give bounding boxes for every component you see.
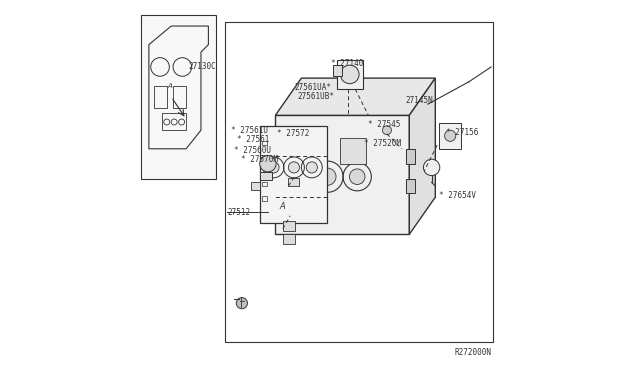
Bar	[260, 172, 271, 180]
Text: * 27140: * 27140	[331, 59, 364, 68]
Text: * 27520M: * 27520M	[364, 139, 401, 148]
Text: 27512: 27512	[227, 208, 250, 217]
Text: * 27156: * 27156	[447, 128, 479, 137]
Bar	[262, 182, 267, 186]
Text: A: A	[280, 202, 285, 211]
Bar	[439, 123, 461, 149]
Text: 27145N: 27145N	[406, 96, 433, 105]
Bar	[333, 65, 342, 76]
Bar	[162, 113, 186, 130]
Text: * 27561U: * 27561U	[231, 126, 268, 135]
Circle shape	[260, 155, 276, 172]
Bar	[262, 141, 267, 145]
Circle shape	[424, 159, 440, 176]
Bar	[173, 86, 186, 108]
Text: R272000N: R272000N	[454, 348, 491, 357]
Bar	[283, 234, 294, 244]
Text: 27561UA*: 27561UA*	[294, 83, 331, 92]
Circle shape	[289, 162, 300, 173]
Text: * 27545: * 27545	[367, 120, 400, 129]
Bar	[262, 155, 267, 160]
Bar	[406, 149, 415, 164]
Circle shape	[349, 169, 365, 185]
Bar	[262, 196, 267, 201]
Text: * 27570M: * 27570M	[241, 155, 278, 164]
Polygon shape	[410, 78, 435, 234]
Text: 27561UB*: 27561UB*	[298, 92, 335, 101]
Bar	[337, 60, 363, 89]
Circle shape	[445, 130, 456, 141]
Bar	[141, 15, 216, 179]
Bar	[275, 115, 410, 234]
Text: 27130C: 27130C	[188, 62, 216, 71]
Bar	[283, 221, 294, 231]
Bar	[406, 179, 415, 193]
Text: * 27654V: * 27654V	[439, 191, 476, 200]
Circle shape	[292, 169, 307, 185]
Circle shape	[268, 162, 279, 173]
Text: A: A	[167, 83, 172, 89]
Circle shape	[306, 162, 317, 173]
Bar	[251, 182, 260, 190]
Bar	[289, 178, 299, 186]
Circle shape	[319, 168, 336, 185]
Polygon shape	[275, 78, 435, 115]
Bar	[154, 86, 168, 108]
Circle shape	[383, 126, 392, 135]
Circle shape	[340, 65, 359, 84]
Bar	[225, 22, 493, 342]
Text: * 27561: * 27561	[237, 135, 269, 144]
Bar	[260, 126, 328, 223]
Text: * 27560U: * 27560U	[234, 146, 271, 155]
Circle shape	[236, 298, 248, 309]
Text: * 27572: * 27572	[277, 129, 310, 138]
Bar	[340, 138, 367, 164]
